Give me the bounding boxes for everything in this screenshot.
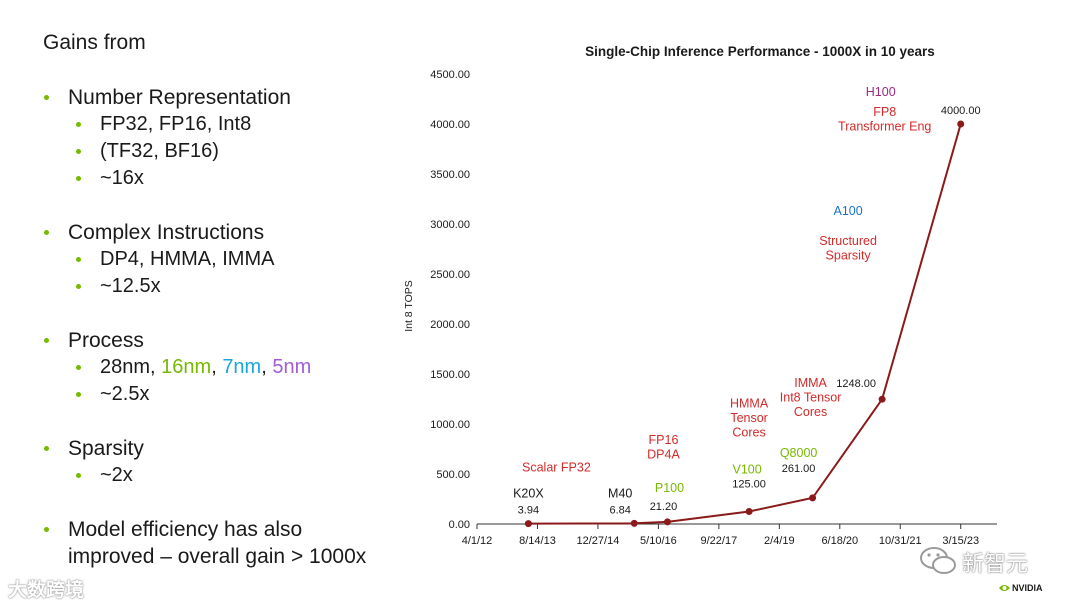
bullet-dot-icon (76, 176, 81, 181)
chip-name-label: K20X (513, 487, 544, 501)
y-tick-label: 2000.00 (430, 319, 470, 331)
chip-name-label: M40 (608, 486, 632, 500)
feature-label: Tensor (730, 411, 768, 425)
x-tick-label: 10/31/21 (879, 535, 922, 547)
bullet-dot-icon (76, 284, 81, 289)
sub-bullet: (TF32, BF16) (42, 138, 422, 165)
y-tick-label: 500.00 (436, 469, 470, 481)
feature-label: Sparsity (826, 249, 872, 263)
x-tick-label: 4/1/12 (462, 535, 493, 547)
x-tick-label: 8/14/13 (519, 535, 556, 547)
data-value-label: 125.00 (732, 479, 766, 491)
wechat-logo-icon (920, 547, 956, 574)
bullet-dot-icon (76, 257, 81, 262)
y-tick-label: 4500.00 (430, 69, 470, 81)
bullet-dot-icon (44, 95, 49, 100)
feature-label: Transformer Eng (838, 120, 931, 134)
data-point-marker (878, 395, 886, 403)
x-tick-label: 5/10/16 (640, 535, 677, 547)
bullet-dot-icon (76, 392, 81, 397)
feature-label: Scalar FP32 (522, 461, 591, 475)
y-tick-label: 3000.00 (430, 219, 470, 231)
feature-label: FP8 (873, 105, 896, 119)
sub-bullet: ~16x (42, 165, 422, 192)
x-tick-label: 9/22/17 (701, 535, 738, 547)
data-value-label: 261.00 (782, 463, 816, 475)
feature-label: IMMA (794, 376, 827, 390)
bullet-dot-icon (44, 338, 49, 343)
feature-label: FP16 (649, 433, 679, 447)
sub-bullet: DP4, HMMA, IMMA (42, 246, 422, 273)
bullet-process: Process (42, 327, 422, 354)
feature-label: DP4A (647, 447, 680, 461)
x-tick-label: 3/15/23 (942, 535, 979, 547)
data-point-marker (663, 518, 671, 526)
watermark-right: 新智元 (962, 551, 1029, 576)
nvidia-logo: NVIDIA (1012, 583, 1043, 593)
data-value-label: 3.94 (518, 505, 539, 517)
sub-bullet: ~2.5x (42, 381, 422, 408)
watermark-left: 大数跨境 (8, 580, 85, 601)
bullet-complex-instructions: Complex Instructions (42, 219, 422, 246)
chip-name-label: Q8000 (780, 446, 818, 460)
feature-label: Int8 Tensor (780, 390, 842, 404)
data-point-marker (809, 494, 817, 502)
bullet-dot-icon (76, 122, 81, 127)
inference-performance-chart: Single-Chip Inference Performance - 1000… (403, 44, 997, 547)
nvidia-eye-icon (999, 585, 1010, 591)
bullet-list: Number Representation FP32, FP16, Int8 (… (42, 84, 422, 570)
bullet-dot-icon (76, 149, 81, 154)
data-point-marker (524, 520, 532, 528)
data-value-label: 4000.00 (941, 105, 981, 117)
chip-name-label: P100 (655, 481, 684, 495)
y-tick-label: 1500.00 (430, 369, 470, 381)
data-point-marker (957, 120, 965, 128)
y-tick-label: 3500.00 (430, 169, 470, 181)
y-axis-label: Int 8 TOPS (403, 280, 415, 332)
sub-bullet: ~12.5x (42, 273, 422, 300)
bullet-dot-icon (44, 527, 49, 532)
bullet-dot-icon (44, 230, 49, 235)
bullet-model-efficiency: Model efficiency has also improved – over… (42, 516, 422, 570)
data-point-marker (630, 519, 638, 527)
y-tick-label: 2500.00 (430, 269, 470, 281)
chip-name-label: V100 (732, 463, 761, 477)
y-tick-label: 0.00 (449, 519, 470, 531)
x-tick-label: 12/27/14 (577, 535, 620, 547)
sub-bullet: ~2x (42, 462, 422, 489)
y-tick-label: 4000.00 (430, 119, 470, 131)
data-value-label: 21.20 (650, 501, 678, 513)
bullet-dot-icon (76, 473, 81, 478)
data-point-marker (745, 508, 753, 515)
slide-heading: Gains from (43, 31, 146, 54)
feature-label: HMMA (730, 397, 769, 411)
data-value-label: 1248.00 (836, 378, 876, 390)
feature-label: Cores (794, 405, 827, 419)
bullet-dot-icon (44, 446, 49, 451)
chip-name-label: H100 (866, 85, 896, 99)
x-tick-label: 2/4/19 (764, 535, 795, 547)
x-tick-label: 6/18/20 (821, 535, 858, 547)
sub-bullet-process-nodes: 28nm, 16nm, 7nm, 5nm (42, 354, 422, 381)
data-value-label: 6.84 (609, 504, 630, 516)
feature-label: Cores (732, 426, 765, 440)
bullet-sparsity: Sparsity (42, 435, 422, 462)
bullet-dot-icon (76, 365, 81, 370)
feature-label: Structured (819, 234, 877, 248)
sub-bullet: FP32, FP16, Int8 (42, 111, 422, 138)
y-tick-label: 1000.00 (430, 419, 470, 431)
chart-title: Single-Chip Inference Performance - 1000… (585, 44, 935, 59)
bullet-number-representation: Number Representation (42, 84, 422, 111)
chip-name-label: A100 (834, 204, 863, 218)
